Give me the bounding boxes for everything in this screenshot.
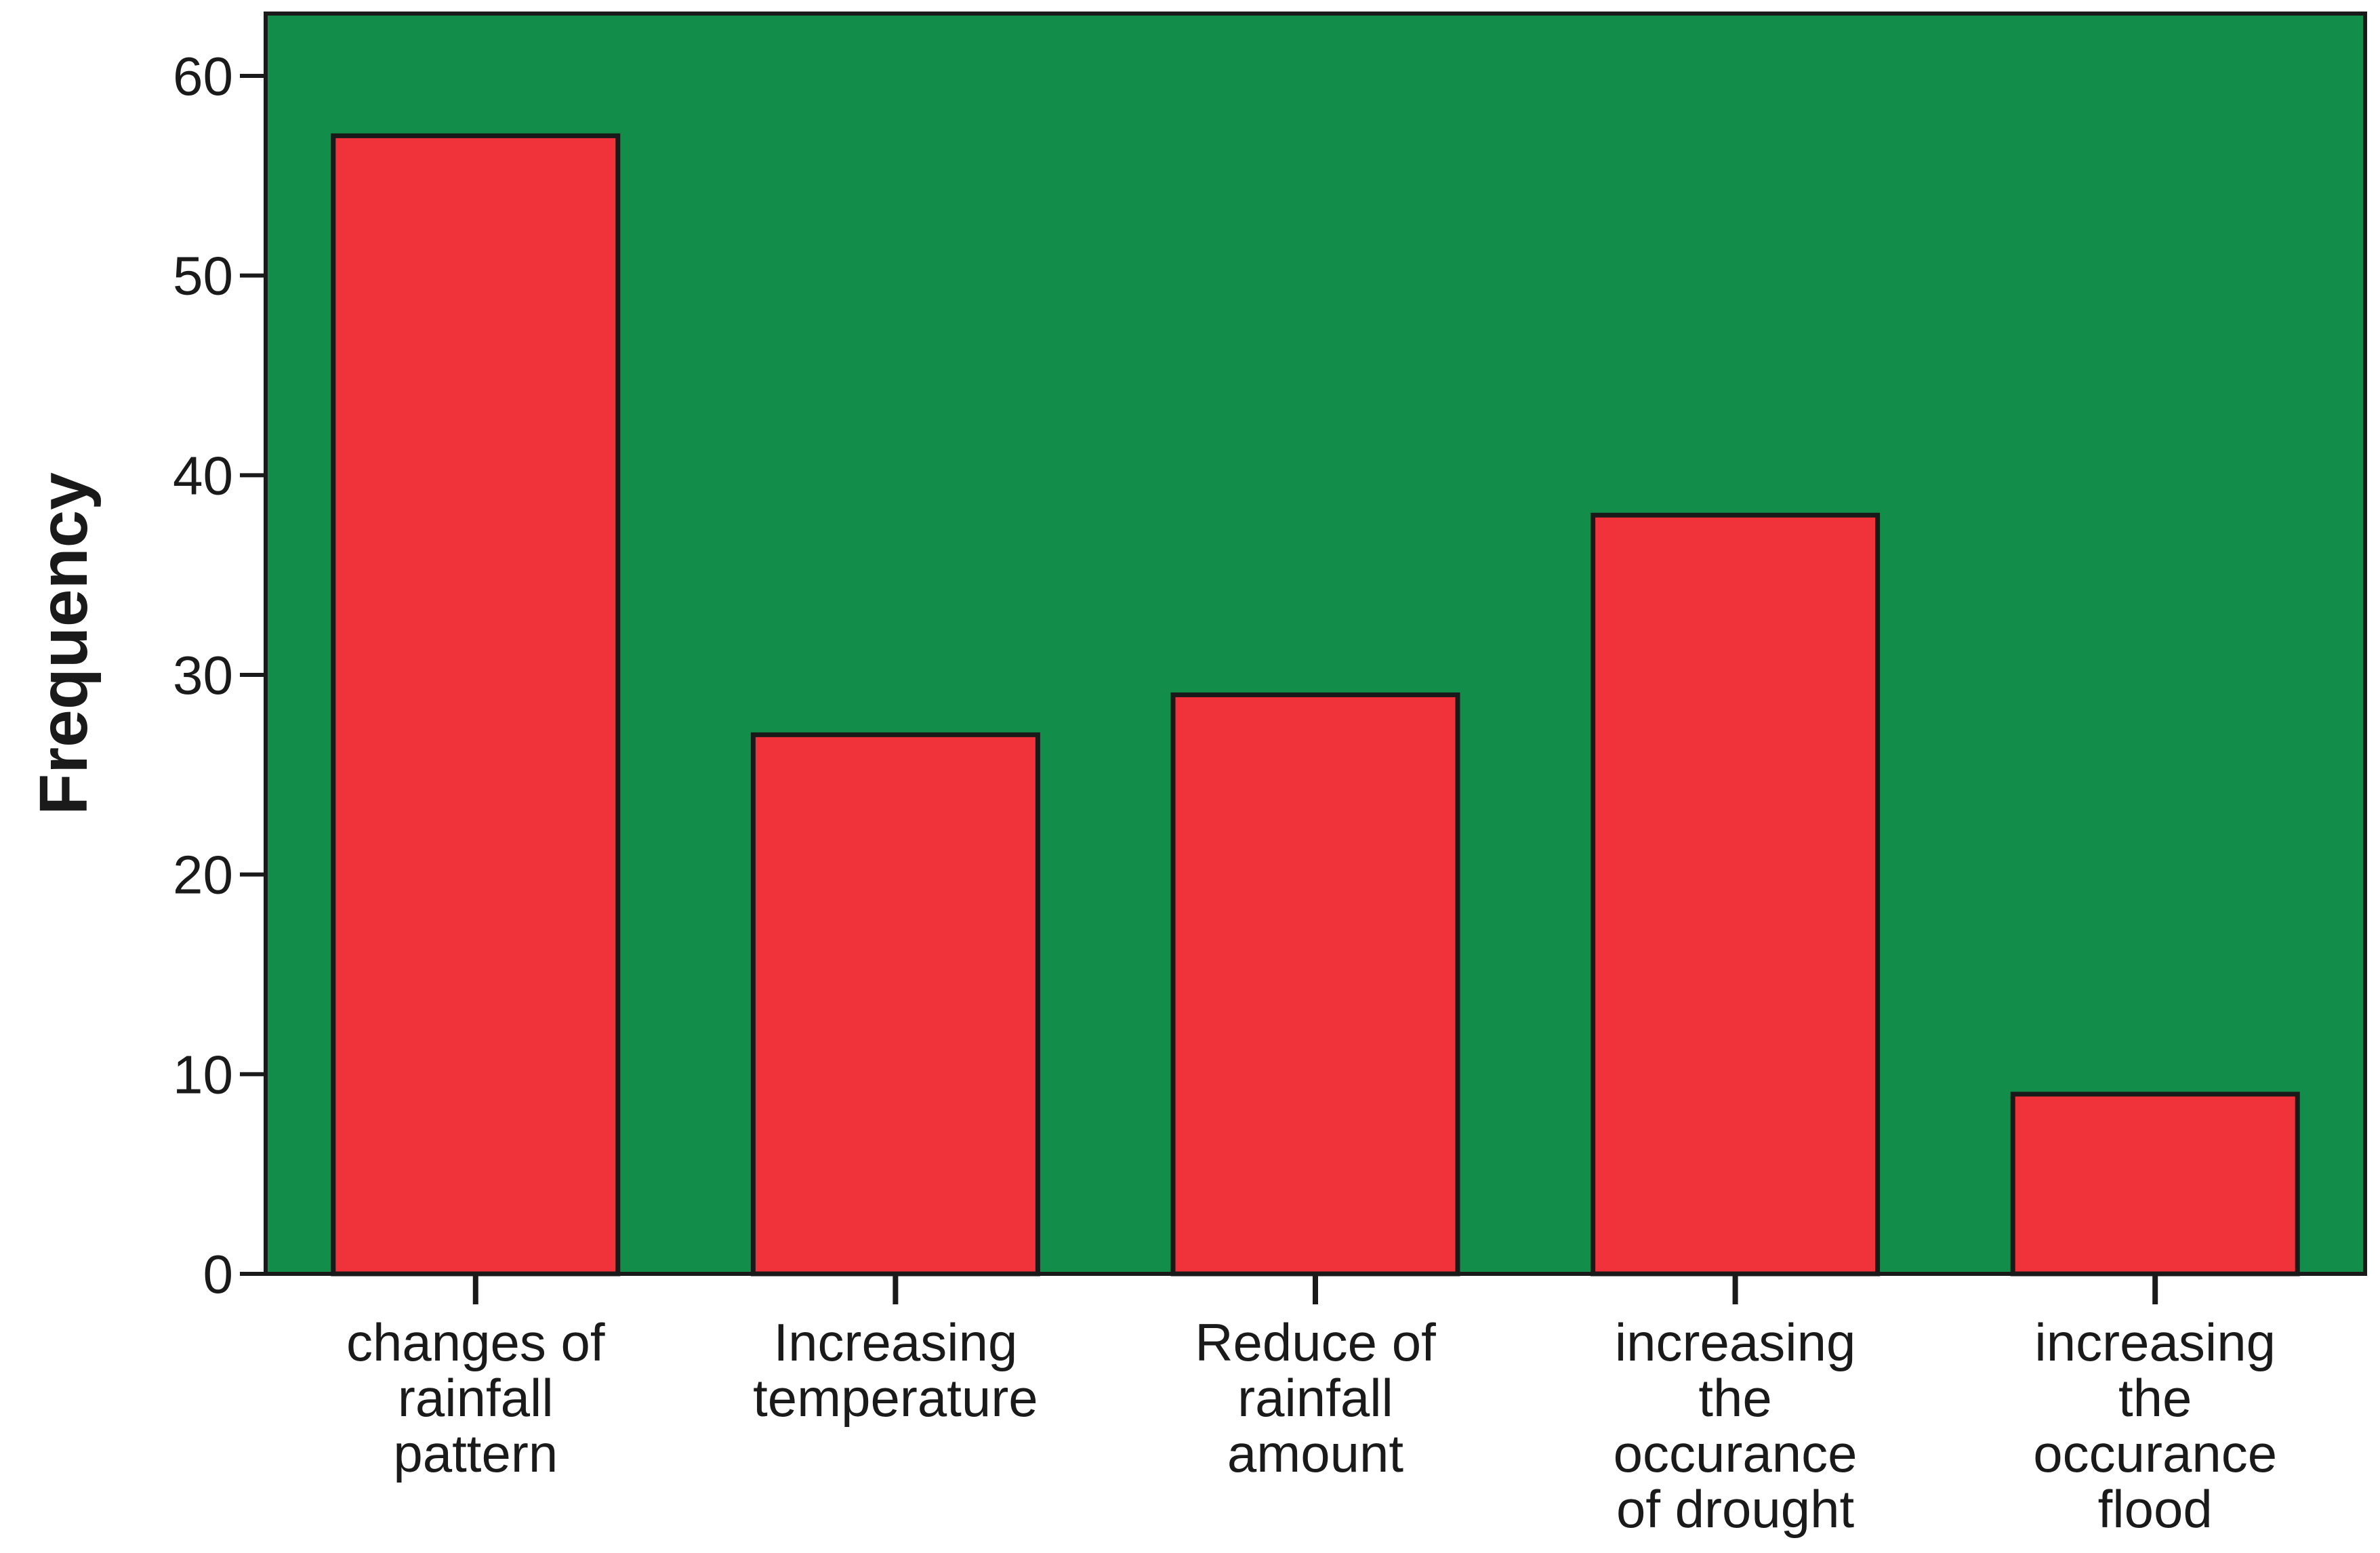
y-tick-label-5: 50 <box>173 246 233 306</box>
y-axis: 0 10 20 30 40 50 60 <box>173 46 266 1304</box>
y-tick-label-1: 10 <box>173 1044 233 1104</box>
x-tick-label-1: Increasing temperature <box>753 1312 1038 1428</box>
y-tick-label-3: 30 <box>173 645 233 705</box>
x-tick-label-2: Reduce of rainfall amount <box>1195 1312 1436 1483</box>
y-tick-label-4: 40 <box>173 445 233 505</box>
bar-0 <box>331 133 621 1277</box>
bars-group <box>331 133 2300 1277</box>
y-tick-label-6: 60 <box>173 46 233 106</box>
bar-3 <box>1591 512 1881 1277</box>
bar-4 <box>2010 1092 2300 1277</box>
y-tick-label-0: 0 <box>203 1244 234 1304</box>
y-tick-label-2: 20 <box>173 845 233 905</box>
x-tick-label-4: increasing the occurance flood <box>2033 1312 2277 1539</box>
x-tick-label-3: increasing the occurance of drought <box>1614 1312 1858 1539</box>
y-axis-title: Frequency <box>26 472 102 815</box>
bar-2 <box>1170 692 1460 1277</box>
x-tick-label-0: changes of rainfall pattern <box>346 1312 605 1483</box>
bar-1 <box>750 732 1040 1277</box>
x-axis: changes of rainfall pattern Increasing tempe… <box>346 1274 2277 1539</box>
